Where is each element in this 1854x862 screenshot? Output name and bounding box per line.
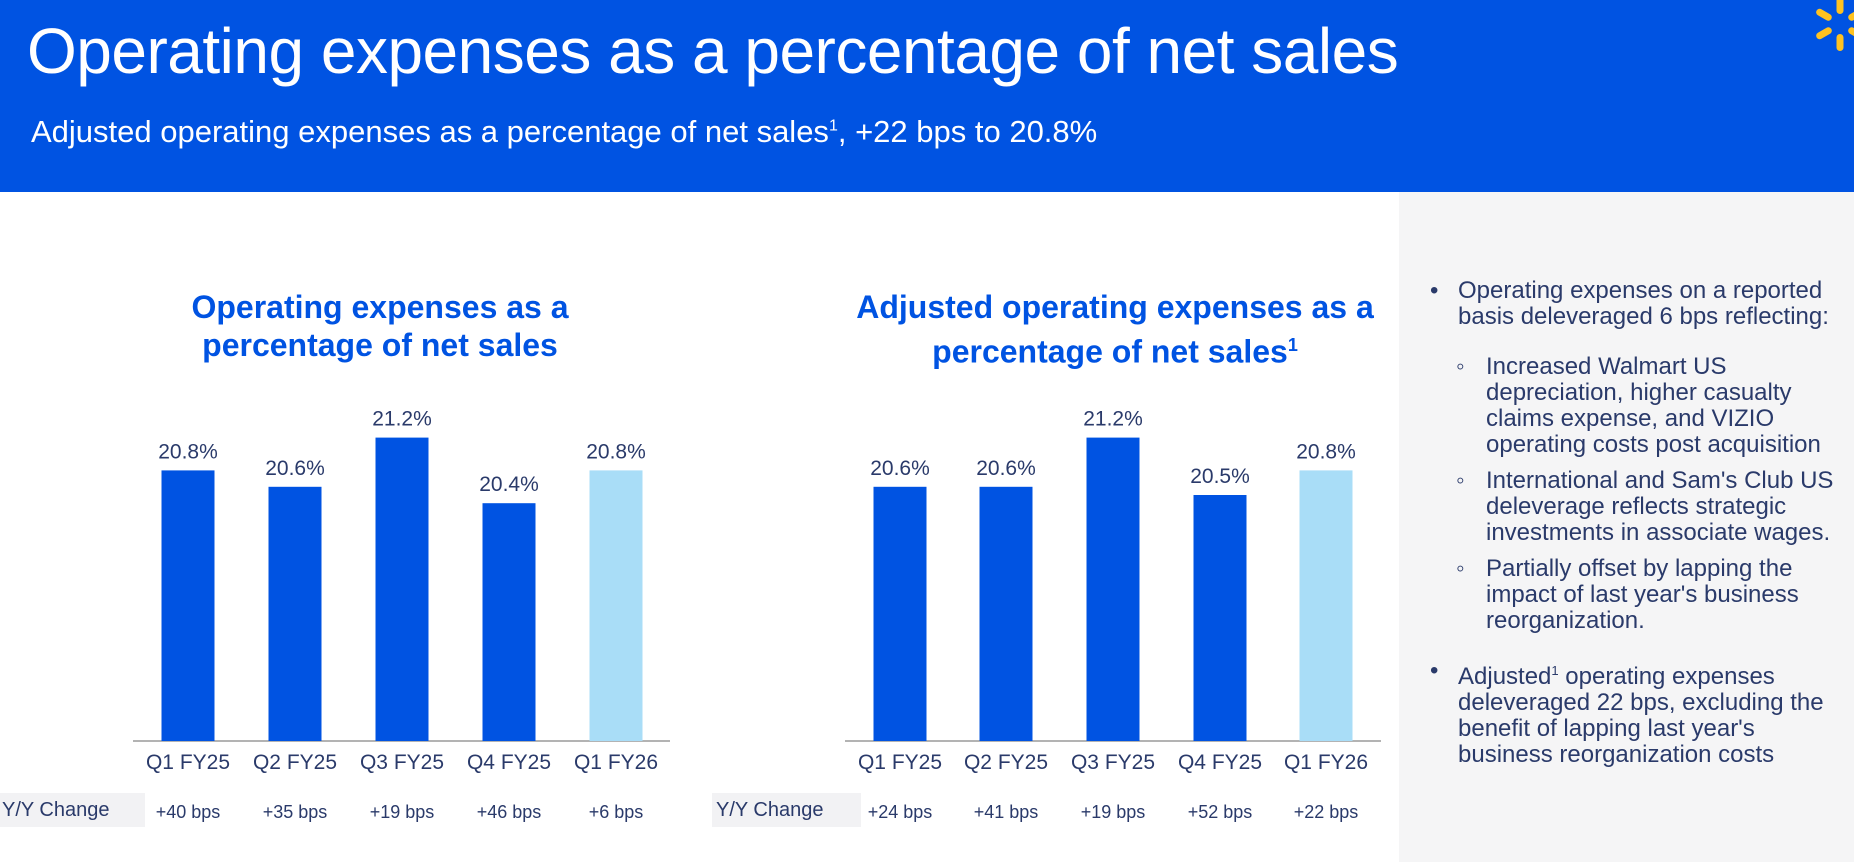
chart1-yy-value-5: +6 bps [589, 802, 644, 822]
chart2-tick-label-5: Q1 FY26 [1284, 751, 1368, 774]
chart1-value-label-2: 20.6% [265, 457, 325, 480]
chart2-yy-value-3: +19 bps [1081, 802, 1146, 822]
chart2-bar-5 [1299, 470, 1353, 741]
chart1-value-label-1: 20.8% [158, 440, 218, 463]
chart2-bar-1 [873, 486, 927, 741]
chart1-bar-5 [589, 470, 643, 741]
page-subtitle: Adjusted operating expenses as a percent… [31, 114, 1097, 150]
chart2-tick-label-4: Q4 FY25 [1178, 751, 1262, 774]
chart1-yy-value-3: +19 bps [370, 802, 435, 822]
chart1-value-label-5: 20.8% [586, 440, 646, 463]
chart1: 20.8% Q1 FY25 +40 bps 20.6% Q2 FY25 +35 bps 21… [133, 408, 670, 822]
chart2-yy-value-1: +24 bps [868, 802, 933, 822]
page-title: Operating expenses as a percentage of ne… [27, 15, 1399, 87]
chart2-title-text: Adjusted operating expenses as a percent… [856, 289, 1374, 370]
sub-bullet-offset: ◦ Partially offset by lapping the impact … [1456, 555, 1799, 634]
chart1-tick-label-2: Q2 FY25 [253, 751, 337, 774]
bullet-adjusted: • Adjusted1 operating expenses deleverage… [1430, 657, 1824, 768]
commentary-panel [1399, 192, 1854, 862]
chart1-tick-label-3: Q3 FY25 [360, 751, 444, 774]
bullet-1-text: Operating expenses on a reported basis d… [1458, 277, 1829, 330]
chart2-tick-label-3: Q3 FY25 [1071, 751, 1155, 774]
chart2-value-label-4: 20.5% [1190, 465, 1250, 488]
bullet-2-pre: Adjusted [1458, 663, 1552, 690]
sub-bullet-2-text: International and Sam's Club US delevera… [1486, 467, 1834, 546]
subtitle-main: Adjusted operating expenses as a percent… [31, 114, 829, 149]
chart2-title-footnote: 1 [1287, 335, 1298, 355]
sub-bullet-international: ◦ International and Sam's Club US delever… [1456, 467, 1834, 546]
chart2-yy-value-2: +41 bps [974, 802, 1039, 822]
spark-icon [1816, 0, 1854, 51]
chart1-bar-3 [375, 437, 429, 741]
chart1-value-label-4: 20.4% [479, 473, 539, 496]
subtitle-footnote: 1 [828, 117, 838, 135]
bullet-2-footnote: 1 [1551, 663, 1559, 678]
chart2-yy-value-5: +22 bps [1294, 802, 1359, 822]
chart2-value-label-2: 20.6% [976, 457, 1036, 480]
chart1-tick-label-1: Q1 FY25 [146, 751, 230, 774]
chart1-yy-value-4: +46 bps [477, 802, 542, 822]
chart1-bar-1 [161, 470, 215, 741]
chart1-bar-2 [268, 486, 322, 741]
chart1-bar-4 [482, 503, 536, 741]
chart1-yy-value-1: +40 bps [156, 802, 221, 822]
bullet-2-post: operating expenses deleveraged 22 bps, e… [1458, 663, 1824, 768]
subtitle-tail: , +22 bps to 20.8% [837, 114, 1098, 149]
commentary-list: • Operating expenses on a reported basis … [1430, 278, 1850, 768]
chart2-bar-2 [979, 486, 1033, 741]
header-banner: Operating expenses as a percentage of ne… [0, 0, 1854, 192]
chart1-title: Operating expenses as a percentage of ne… [191, 289, 569, 363]
chart2-value-label-3: 21.2% [1083, 408, 1143, 431]
chart2: 20.6% Q1 FY25 +24 bps 20.6% Q2 FY25 +41 bps 21… [845, 408, 1381, 822]
chart1-value-label-3: 21.2% [372, 408, 432, 431]
chart2-bar-3 [1086, 437, 1140, 741]
chart1-tick-label-4: Q4 FY25 [467, 751, 551, 774]
bullet-reported-basis: • Operating expenses on a reported basis … [1430, 277, 1829, 330]
chart2-value-label-1: 20.6% [870, 457, 930, 480]
chart1-yy-label: Y/Y Change [0, 793, 145, 827]
chart2-title: Adjusted operating expenses as a percent… [855, 288, 1375, 371]
chart2-yy-value-4: +52 bps [1188, 802, 1253, 822]
sub-bullet-1-text: Increased Walmart US depreciation, highe… [1486, 353, 1821, 458]
sub-bullet-3-text: Partially offset by lapping the impact o… [1486, 555, 1799, 634]
chart1-tick-label-5: Q1 FY26 [574, 751, 658, 774]
chart2-tick-label-2: Q2 FY25 [964, 751, 1048, 774]
sub-bullet-walmart-us: ◦ Increased Walmart US depreciation, high… [1456, 353, 1821, 458]
chart2-tick-label-1: Q1 FY25 [858, 751, 942, 774]
chart1-yy-value-2: +35 bps [263, 802, 328, 822]
chart2-value-label-5: 20.8% [1296, 440, 1356, 463]
chart2-yy-label: Y/Y Change [712, 793, 861, 827]
chart2-bar-4 [1193, 495, 1247, 741]
